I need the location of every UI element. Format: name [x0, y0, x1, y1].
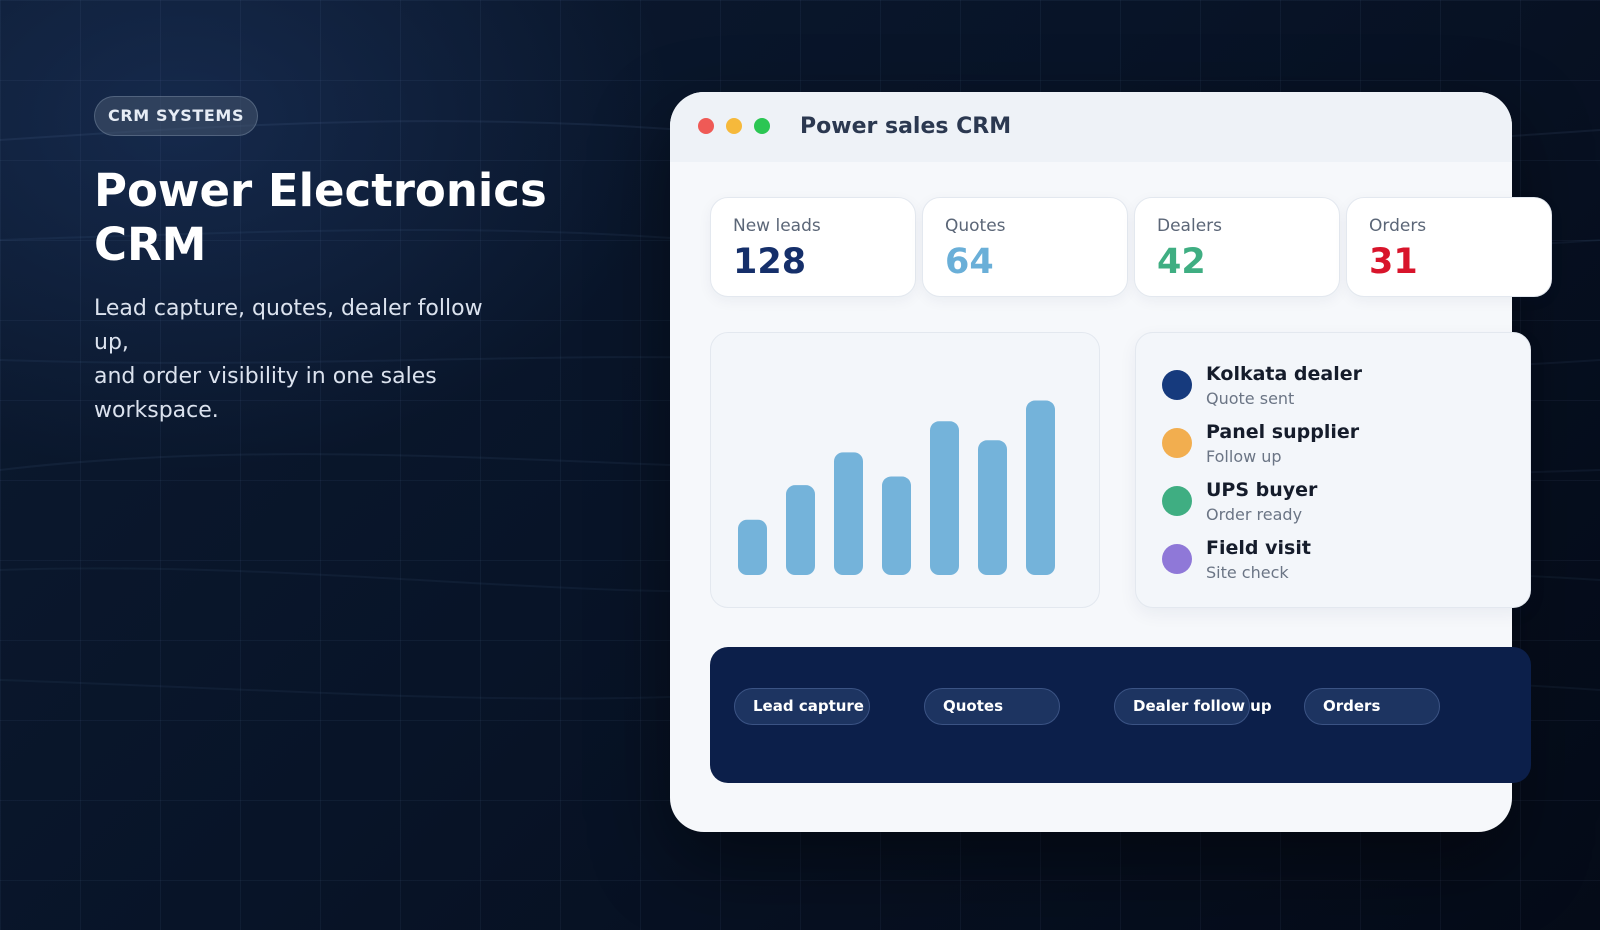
chart-bar	[786, 485, 815, 575]
chart-bar	[738, 519, 767, 575]
window-title: Power sales CRM	[800, 114, 1012, 139]
activity-list: Kolkata dealer Quote sent Panel supplier…	[1135, 332, 1531, 608]
chart-bar	[1026, 400, 1055, 575]
activity-item[interactable]: UPS buyer Order ready	[1162, 479, 1522, 529]
pipeline-stage-lead-capture[interactable]: Lead capture	[734, 688, 870, 725]
stat-value: 42	[1157, 242, 1206, 282]
activity-name: Field visit	[1206, 537, 1311, 559]
activity-item[interactable]: Kolkata dealer Quote sent	[1162, 363, 1522, 413]
chart-bar	[978, 440, 1007, 575]
stat-value: 31	[1369, 242, 1418, 282]
activity-status: Follow up	[1206, 447, 1282, 466]
hero-subtitle-line: workspace.	[94, 398, 219, 423]
hero-subtitle-line: and order visibility in one sales	[94, 364, 437, 389]
pipeline-bar: Lead capture Quotes Dealer follow up Ord…	[710, 647, 1531, 783]
activity-item[interactable]: Field visit Site check	[1162, 537, 1522, 587]
minimize-window-button[interactable]	[726, 118, 742, 134]
hero-subtitle-line: up,	[94, 330, 129, 355]
status-dot	[1162, 428, 1192, 458]
stat-card-orders[interactable]: Orders 31	[1346, 197, 1552, 297]
maximize-window-button[interactable]	[754, 118, 770, 134]
activity-status: Order ready	[1206, 505, 1303, 524]
pipeline-stage-quotes[interactable]: Quotes	[924, 688, 1060, 725]
activity-name: Kolkata dealer	[1206, 363, 1363, 385]
chart-bar	[834, 452, 863, 575]
stat-label: New leads	[733, 216, 821, 236]
chart-bar	[882, 476, 911, 575]
window-titlebar: Power sales CRM	[670, 92, 1512, 162]
activity-name: UPS buyer	[1206, 479, 1318, 501]
stat-card-new-leads[interactable]: New leads 128	[710, 197, 916, 297]
bar-chart	[738, 400, 1055, 575]
status-dot	[1162, 370, 1192, 400]
status-dot	[1162, 544, 1192, 574]
status-dot	[1162, 486, 1192, 516]
category-badge: CRM SYSTEMS	[94, 96, 259, 136]
stat-value: 64	[945, 242, 994, 282]
hero-section: CRM SYSTEMS Power Electronics CRM Lead c…	[94, 96, 574, 428]
crm-window: Power sales CRM New leads 128 Quotes 64 …	[670, 92, 1552, 832]
bar-chart-card	[710, 332, 1100, 608]
stat-value: 128	[733, 242, 807, 282]
hero-subtitle: Lead capture, quotes, dealer follow up, …	[94, 292, 544, 428]
stat-label: Dealers	[1157, 216, 1222, 236]
hero-title-line: Power Electronics	[94, 164, 547, 217]
pipeline-stage-dealer-follow-up[interactable]: Dealer follow up	[1114, 688, 1272, 725]
hero-subtitle-line: Lead capture, quotes, dealer follow	[94, 296, 483, 321]
hero-title: Power Electronics CRM	[94, 164, 574, 272]
stat-card-dealers[interactable]: Dealers 42	[1134, 197, 1340, 297]
stat-label: Quotes	[945, 216, 1006, 236]
activity-status: Site check	[1206, 563, 1289, 582]
activity-name: Panel supplier	[1206, 421, 1360, 443]
close-window-button[interactable]	[698, 118, 714, 134]
hero-title-line: CRM	[94, 218, 207, 271]
activity-item[interactable]: Panel supplier Follow up	[1162, 421, 1522, 471]
activity-status: Quote sent	[1206, 389, 1295, 408]
chart-bar	[930, 421, 959, 575]
stat-card-quotes[interactable]: Quotes 64	[922, 197, 1128, 297]
stat-label: Orders	[1369, 216, 1427, 236]
pipeline-stage-orders[interactable]: Orders	[1304, 688, 1440, 725]
